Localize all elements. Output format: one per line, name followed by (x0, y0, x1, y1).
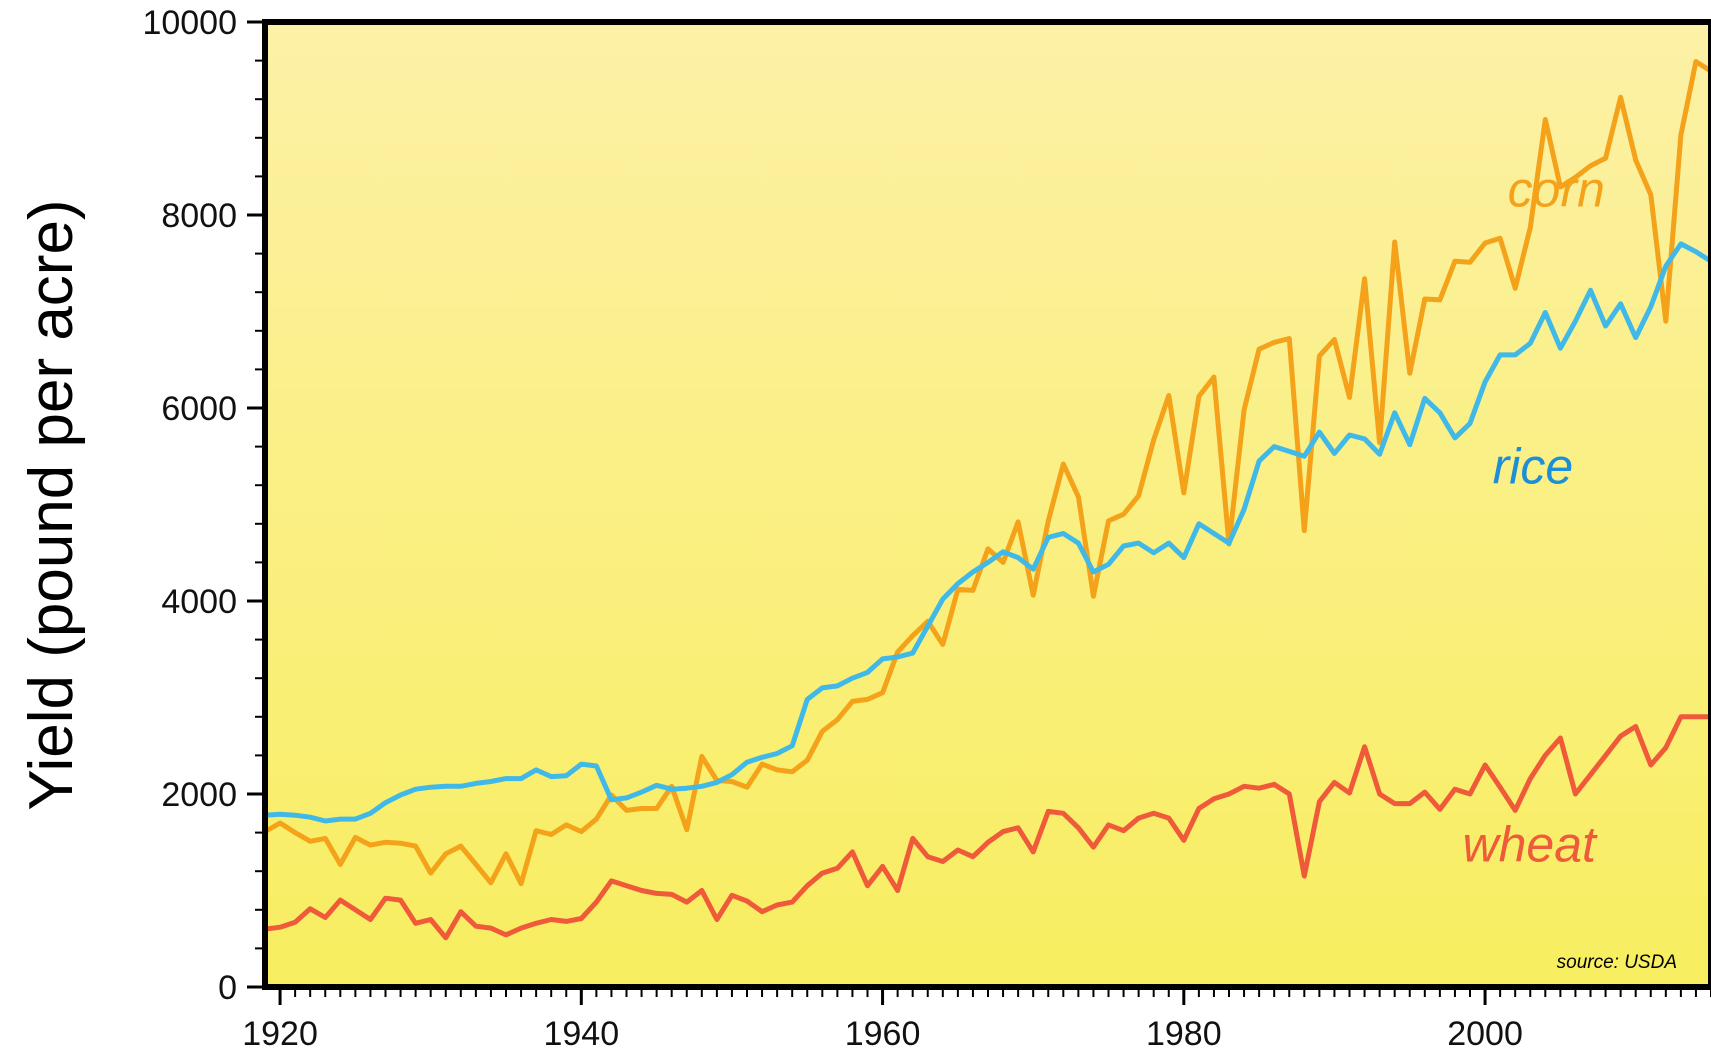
series-line-rice (265, 241, 1711, 824)
x-tick-label-1960: 1960 (845, 1015, 921, 1053)
x-axis-tick-labels: 1920 1940 1960 1980 2000 (242, 1015, 1523, 1053)
plot-frame (262, 19, 1711, 990)
series-label-rice: rice (1493, 438, 1574, 494)
y-axis-tick-labels: 0 2000 4000 6000 8000 10000 (142, 4, 237, 1007)
y-tick-label-0: 0 (218, 969, 237, 1007)
y-tick-label-6000: 6000 (161, 390, 237, 428)
y-tick-label-8000: 8000 (161, 197, 237, 235)
series-lines (265, 59, 1711, 941)
source-note: source: USDA (1557, 952, 1677, 973)
x-tick-label-1920: 1920 (242, 1015, 318, 1053)
y-tick-label-10000: 10000 (142, 4, 237, 42)
series-label-wheat: wheat (1462, 817, 1598, 873)
y-axis-label: Yield (pound per acre) (17, 199, 86, 810)
x-tick-label-1980: 1980 (1146, 1015, 1222, 1053)
x-tick-label-2000: 2000 (1447, 1015, 1523, 1053)
x-tick-label-1940: 1940 (543, 1015, 619, 1053)
y-tick-label-4000: 4000 (161, 583, 237, 621)
axis-ticks (247, 20, 1711, 1005)
y-tick-label-2000: 2000 (161, 776, 237, 814)
series-line-corn (265, 59, 1711, 887)
series-line-wheat (265, 714, 1711, 941)
plot-area (265, 22, 1711, 987)
series-label-corn: corn (1508, 161, 1605, 217)
